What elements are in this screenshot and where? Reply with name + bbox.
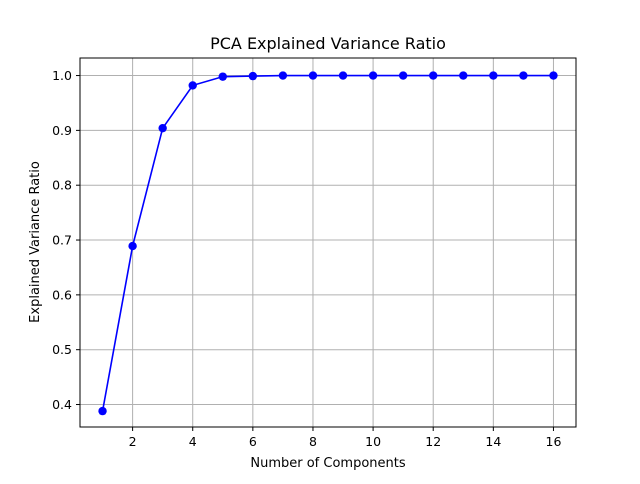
data-point bbox=[489, 71, 498, 80]
data-point bbox=[128, 241, 137, 251]
tick-layer: 2 4 6 8 10 12 14 16 0.4 0.5 0.6 0.7 0.8 0.9 1.0 bbox=[52, 68, 561, 449]
data-point bbox=[398, 71, 408, 80]
y-tick-label: 0.8 bbox=[52, 178, 72, 193]
y-tick-label: 1.0 bbox=[52, 68, 72, 83]
data-point bbox=[338, 71, 348, 80]
y-axis-label: Explained Variance Ratio bbox=[28, 161, 43, 323]
x-tick-label: 14 bbox=[485, 434, 501, 449]
data-point bbox=[308, 71, 318, 80]
x-tick-label: 16 bbox=[546, 434, 562, 449]
x-axis-label: Number of Components bbox=[250, 456, 405, 471]
y-tick-label: 0.5 bbox=[52, 342, 72, 357]
data-point bbox=[519, 71, 528, 80]
y-tick-label: 0.6 bbox=[52, 287, 72, 302]
series-line bbox=[101, 74, 554, 412]
x-tick-label: 4 bbox=[189, 434, 197, 449]
data-point bbox=[278, 71, 288, 80]
data-point bbox=[368, 71, 378, 80]
data-point bbox=[98, 406, 107, 416]
data-point bbox=[188, 81, 197, 90]
data-point bbox=[459, 71, 468, 80]
x-tick-label: 6 bbox=[249, 434, 257, 449]
chart-title: PCA Explained Variance Ratio bbox=[210, 34, 446, 53]
data-point bbox=[429, 71, 438, 80]
data-point bbox=[218, 72, 227, 81]
y-tick-label: 0.7 bbox=[52, 233, 72, 248]
y-tick-label: 0.4 bbox=[52, 397, 72, 412]
x-tick-label: 12 bbox=[425, 434, 441, 449]
x-tick-label: 2 bbox=[129, 434, 137, 449]
data-point bbox=[549, 71, 558, 80]
x-tick-label: 10 bbox=[365, 434, 381, 449]
y-tick-label: 0.9 bbox=[52, 123, 72, 138]
series-layer bbox=[98, 71, 558, 416]
data-point bbox=[158, 123, 167, 133]
x-tick-label: 8 bbox=[309, 434, 317, 449]
plot-frame bbox=[79, 57, 577, 428]
data-point bbox=[248, 71, 258, 81]
